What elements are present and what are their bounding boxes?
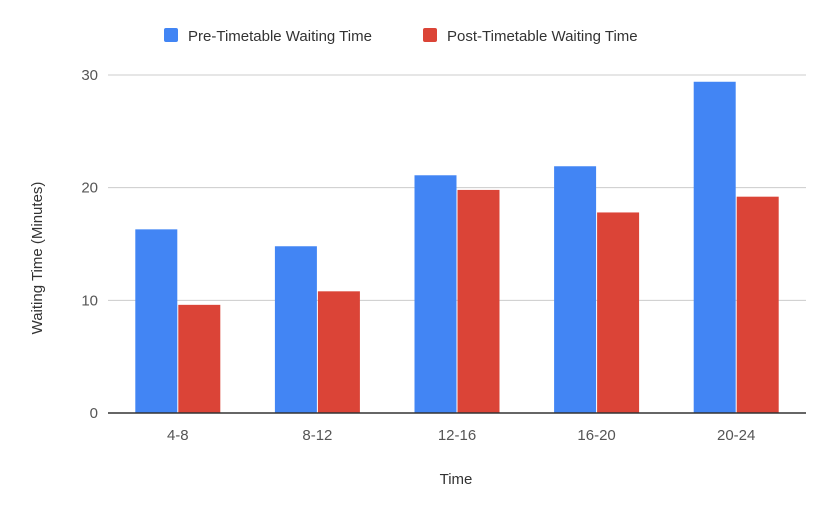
x-axis-ticks: 4-8 8-12 12-16 16-20 20-24 — [167, 427, 755, 444]
legend-swatch — [423, 28, 437, 42]
y-axis-title: Waiting Time (Minutes) — [29, 182, 46, 335]
x-tick-label: 12-16 — [438, 427, 476, 444]
bar-pre-16-20 — [554, 166, 597, 413]
x-axis-title: Time — [440, 471, 473, 488]
bar-pre-8-12 — [274, 246, 317, 413]
legend: Pre-Timetable Waiting Time Post-Timetable… — [164, 28, 638, 45]
y-tick-label: 20 — [81, 180, 98, 197]
y-tick-label: 10 — [81, 292, 98, 309]
y-tick-label: 0 — [90, 405, 98, 422]
x-tick-label: 16-20 — [577, 427, 615, 444]
y-axis-ticks: 0 10 20 30 — [81, 67, 98, 422]
bar-post-4-8 — [178, 304, 221, 413]
bar-pre-4-8 — [135, 229, 178, 413]
gridlines — [108, 74, 806, 301]
bar-pre-20-24 — [693, 81, 736, 413]
bars — [135, 81, 779, 413]
bar-post-16-20 — [597, 212, 640, 413]
bar-post-8-12 — [317, 291, 360, 413]
x-tick-label: 4-8 — [167, 427, 189, 444]
bar-post-20-24 — [736, 196, 779, 413]
bar-post-12-16 — [457, 189, 500, 413]
y-tick-label: 30 — [81, 67, 98, 84]
x-tick-label: 20-24 — [717, 427, 755, 444]
x-tick-label: 8-12 — [302, 427, 332, 444]
legend-swatch — [164, 28, 178, 42]
legend-label: Pre-Timetable Waiting Time — [188, 28, 372, 45]
legend-label: Post-Timetable Waiting Time — [447, 28, 638, 45]
bar-pre-12-16 — [414, 175, 457, 413]
